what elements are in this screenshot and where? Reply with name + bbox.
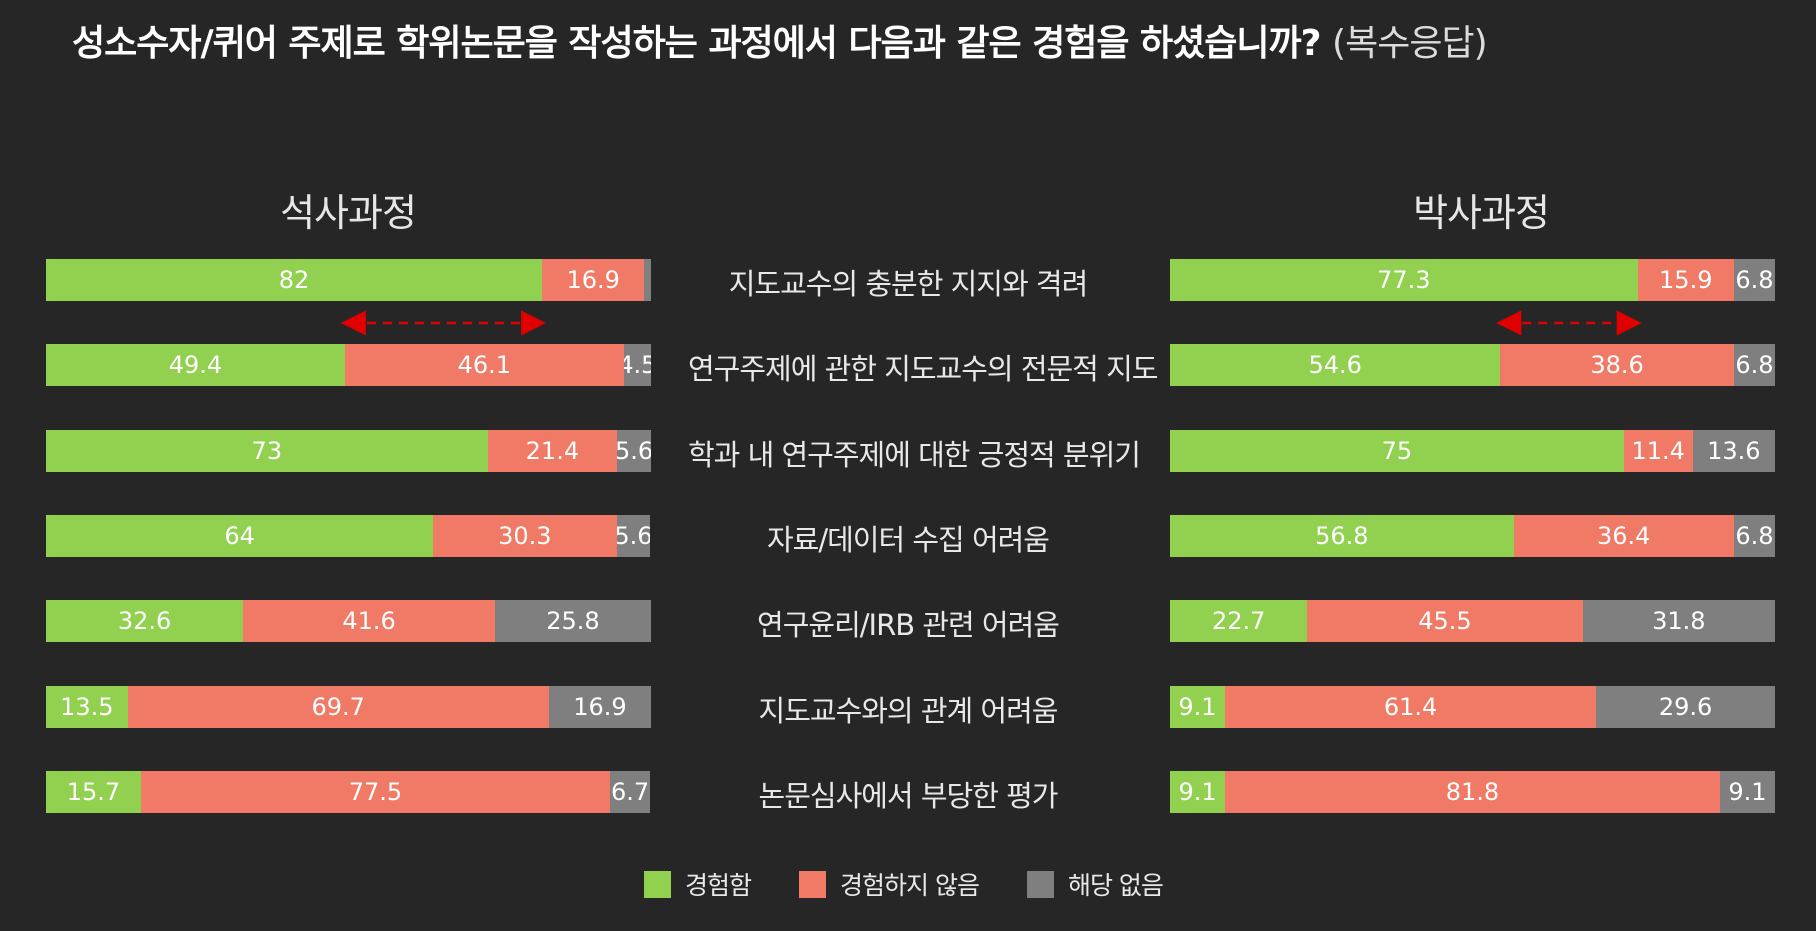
bar-segment-not-applicable: 6.8: [1733, 259, 1775, 301]
legend-label-experienced: 경험함: [685, 871, 752, 900]
bar-segment-experienced: 9.1: [1170, 686, 1225, 728]
bar-segment-not-applicable: 4.5: [623, 344, 651, 386]
bar-row-masters: 15.7 77.5 6.7: [46, 771, 651, 813]
bar-segment-experienced: 77.3: [1170, 259, 1638, 301]
bar-row-doctoral: 77.3 15.9 6.8: [1170, 259, 1775, 301]
bar-segment-not-applicable: 25.8: [494, 600, 651, 642]
bar-segment-not-experienced: 38.6: [1500, 344, 1734, 386]
category-label: 지도교수와의 관계 어려움: [758, 694, 1059, 728]
bar-segment-not-applicable: 5.6: [617, 430, 651, 472]
bar-row-masters: 82 16.9: [46, 259, 651, 301]
category-label: 지도교수의 충분한 지지와 격려: [728, 267, 1089, 301]
bar-segment-not-applicable: 9.1: [1719, 771, 1775, 813]
bar-segment-not-experienced: 11.4: [1623, 430, 1693, 472]
legend-swatch-not-applicable: [1026, 870, 1054, 898]
bar-segment-experienced: 13.5: [46, 686, 128, 728]
bar-segment-not-experienced: 69.7: [127, 686, 549, 728]
bar-row-doctoral: 22.7 45.5 31.8: [1170, 600, 1775, 642]
bar-row-masters: 49.4 46.1 4.5: [46, 344, 651, 386]
bar-segment-not-applicable: 29.6: [1596, 686, 1776, 728]
bar-row-doctoral: 9.1 61.4 29.6: [1170, 686, 1776, 728]
bar-segment-experienced: 56.8: [1170, 515, 1514, 557]
bar-row-masters: 64 30.3 5.6: [46, 515, 651, 557]
legend-label-not-experienced: 경험하지 않음: [840, 871, 980, 900]
bar-row-doctoral: 9.1 81.8 9.1: [1170, 771, 1775, 813]
legend-label-not-applicable: 해당 없음: [1067, 871, 1164, 900]
legend-swatch-experienced: [644, 870, 671, 898]
bar-segment-not-applicable: [644, 259, 651, 301]
legend-item-experienced: 경험함: [644, 866, 752, 902]
bar-segment-not-experienced: 77.5: [140, 771, 610, 813]
bar-segment-not-applicable: 31.8: [1582, 600, 1775, 642]
bar-segment-not-applicable: 6.7: [609, 771, 651, 813]
bar-row-doctoral: 56.8 36.4 6.8: [1170, 515, 1775, 557]
category-label: 연구윤리/IRB 관련 어려움: [757, 608, 1060, 642]
bar-segment-not-experienced: 41.6: [243, 600, 495, 642]
legend-swatch-not-experienced: [799, 870, 827, 898]
bar-row-doctoral: 54.6 38.6 6.8: [1170, 344, 1775, 386]
bar-row-masters: 13.5 69.7 16.9: [46, 686, 651, 728]
legend: 경험함 경험하지 않음 해당 없음: [644, 866, 1211, 902]
bar-segment-not-experienced: 61.4: [1225, 686, 1597, 728]
bar-segment-experienced: 9.1: [1170, 771, 1226, 813]
bar-segment-not-experienced: 81.8: [1225, 771, 1720, 813]
bar-segment-experienced: 82: [46, 259, 543, 301]
bar-segment-not-experienced: 36.4: [1513, 515, 1734, 557]
title-note: (복수응답): [1332, 23, 1488, 64]
panel-title-doctoral: 박사과정: [1413, 191, 1550, 235]
chart-title: 성소수자/퀴어 주제로 학위논문을 작성하는 과정에서 다음과 같은 경험을 하…: [72, 14, 1488, 66]
category-label: 학과 내 연구주제에 대한 긍정적 분위기: [688, 438, 1141, 472]
bar-segment-not-experienced: 15.9: [1637, 259, 1734, 301]
bar-segment-not-experienced: 16.9: [542, 259, 645, 301]
bar-segment-not-applicable: 16.9: [548, 686, 651, 728]
legend-item-not-experienced: 경험하지 않음: [799, 866, 980, 902]
bar-row-doctoral: 75 11.4 13.6: [1170, 430, 1775, 472]
bar-segment-experienced: 64: [46, 515, 434, 557]
bar-row-masters: 73 21.4 5.6: [46, 430, 651, 472]
panel-title-masters: 석사과정: [280, 191, 417, 235]
legend-item-not-applicable: 해당 없음: [1026, 866, 1164, 902]
bar-segment-experienced: 49.4: [46, 344, 345, 386]
category-label: 연구주제에 관한 지도교수의 전문적 지도: [688, 352, 1158, 386]
bar-segment-not-experienced: 30.3: [433, 515, 617, 557]
bar-segment-not-experienced: 46.1: [344, 344, 624, 386]
category-label: 논문심사에서 부당한 평가: [758, 779, 1059, 813]
bar-segment-experienced: 73: [46, 430, 488, 472]
category-label: 자료/데이터 수집 어려움: [766, 523, 1050, 557]
bar-segment-not-applicable: 13.6: [1692, 430, 1775, 472]
bar-segment-experienced: 15.7: [46, 771, 141, 813]
bar-segment-experienced: 75: [1170, 430, 1624, 472]
bar-segment-experienced: 22.7: [1170, 600, 1308, 642]
title-main: 성소수자/퀴어 주제로 학위논문을 작성하는 과정에서 다음과 같은 경험을 하…: [72, 23, 1321, 64]
bar-row-masters: 32.6 41.6 25.8: [46, 600, 651, 642]
bar-segment-not-applicable: 6.8: [1733, 344, 1775, 386]
bar-segment-experienced: 54.6: [1170, 344, 1501, 386]
bar-segment-not-experienced: 21.4: [487, 430, 618, 472]
bar-segment-not-applicable: 5.6: [616, 515, 651, 557]
bar-segment-not-experienced: 45.5: [1307, 600, 1583, 642]
bar-segment-experienced: 32.6: [46, 600, 244, 642]
bar-segment-not-applicable: 6.8: [1733, 515, 1775, 557]
